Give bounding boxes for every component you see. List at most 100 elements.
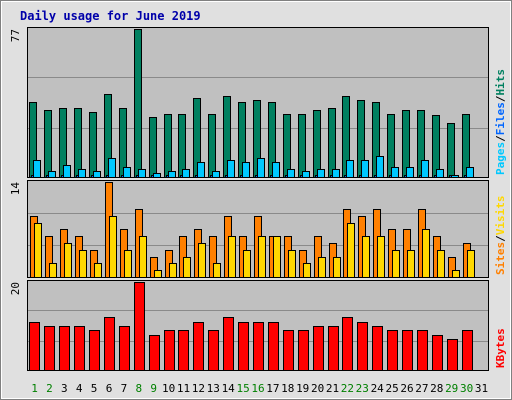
bar-hits-day-11 — [178, 114, 186, 178]
bar-kbytes-day-28 — [432, 335, 443, 371]
x-tick-label-day-5: 5 — [91, 382, 98, 395]
x-tick-label-day-14: 14 — [222, 382, 236, 395]
bar-sites-day-4 — [79, 250, 87, 278]
bar-sites-day-26 — [407, 250, 415, 278]
bar-pages-day-13 — [212, 171, 220, 178]
bar-sites-day-10 — [169, 263, 177, 278]
bar-sites-day-2 — [49, 263, 57, 278]
x-tick-label-day-16: 16 — [251, 382, 264, 395]
visits_panel-legend: Sites/Visits — [494, 196, 507, 276]
x-tick-label-day-12: 12 — [192, 382, 205, 395]
bar-sites-day-7 — [124, 250, 132, 278]
x-tick-label-day-6: 6 — [106, 382, 113, 395]
x-tick-label-day-25: 25 — [385, 382, 398, 395]
bar-hits-day-13 — [208, 114, 216, 178]
x-tick-label-day-10: 10 — [162, 382, 175, 395]
bar-pages-day-12 — [197, 162, 205, 178]
x-tick-label-day-2: 2 — [46, 382, 53, 395]
bar-kbytes-day-6 — [104, 317, 115, 371]
bar-pages-day-9 — [153, 173, 161, 178]
bar-kbytes-day-1 — [29, 322, 40, 371]
bar-sites-day-29 — [452, 270, 460, 278]
x-tick-label-day-9: 9 — [150, 382, 157, 395]
bar-hits-day-28 — [432, 115, 440, 178]
legend-entry: Visits — [494, 196, 507, 236]
bar-pages-day-4 — [78, 169, 86, 178]
bar-sites-day-18 — [288, 250, 296, 278]
bar-sites-day-23 — [362, 236, 370, 278]
bar-pages-day-15 — [242, 162, 250, 178]
bar-pages-day-18 — [287, 169, 295, 178]
bar-sites-day-13 — [213, 263, 221, 278]
bar-kbytes-day-8 — [134, 282, 145, 371]
bar-pages-day-7 — [123, 167, 131, 178]
bar-kbytes-day-18 — [283, 330, 294, 371]
x-tick-label-day-3: 3 — [61, 382, 68, 395]
bar-pages-day-22 — [346, 160, 354, 178]
bar-sites-day-15 — [243, 250, 251, 278]
bar-pages-day-19 — [302, 171, 310, 178]
bar-kbytes-day-3 — [59, 326, 70, 371]
bar-kbytes-day-27 — [417, 330, 428, 371]
bar-sites-day-20 — [318, 257, 326, 278]
bar-kbytes-day-25 — [387, 330, 398, 371]
x-tick-label-day-15: 15 — [236, 382, 249, 395]
bar-pages-day-29 — [451, 175, 459, 178]
bar-kbytes-day-10 — [164, 330, 175, 371]
bar-pages-day-3 — [63, 165, 71, 178]
bar-kbytes-day-7 — [119, 326, 130, 371]
bar-hits-day-29 — [447, 123, 455, 178]
legend-entry: / — [494, 135, 507, 142]
bar-kbytes-day-15 — [238, 322, 249, 371]
bar-hits-day-8 — [134, 29, 142, 178]
bar-pages-day-28 — [436, 169, 444, 178]
x-tick-label-day-8: 8 — [135, 382, 142, 395]
bar-kbytes-day-30 — [462, 330, 473, 371]
x-tick-label-day-29: 29 — [445, 382, 458, 395]
bar-pages-day-23 — [361, 160, 369, 178]
bar-sites-day-17 — [273, 236, 281, 278]
bar-hits-day-4 — [74, 108, 82, 178]
bar-kbytes-day-5 — [89, 330, 100, 371]
x-tick-label-day-11: 11 — [177, 382, 190, 395]
x-tick-label-day-31: 31 — [475, 382, 488, 395]
bar-sites-day-28 — [437, 250, 445, 278]
bar-kbytes-day-29 — [447, 339, 458, 371]
bar-pages-day-17 — [272, 162, 280, 178]
bar-pages-day-2 — [48, 171, 56, 178]
bar-kbytes-day-4 — [74, 326, 85, 371]
bar-sites-day-24 — [377, 236, 385, 278]
bar-kbytes-day-23 — [357, 322, 368, 371]
bar-hits-day-9 — [149, 117, 157, 178]
legend-entry: Files — [494, 102, 507, 135]
legend-entry: / — [494, 95, 507, 102]
legend-entry: Pages — [494, 142, 507, 175]
bar-kbytes-day-16 — [253, 322, 264, 371]
bar-sites-day-30 — [467, 250, 475, 278]
bar-pages-day-6 — [108, 158, 116, 178]
bar-sites-day-27 — [422, 229, 430, 278]
legend-entry: Sites — [494, 242, 507, 275]
bar-sites-day-16 — [258, 236, 266, 278]
bar-kbytes-day-12 — [193, 322, 204, 371]
x-tick-label-day-19: 19 — [296, 382, 309, 395]
x-tick-label-day-26: 26 — [400, 382, 413, 395]
bar-hits-day-5 — [89, 112, 97, 178]
bar-hits-day-2 — [44, 110, 52, 178]
bar-kbytes-day-2 — [44, 326, 55, 371]
x-tick-label-day-20: 20 — [311, 382, 324, 395]
x-tick-label-day-23: 23 — [356, 382, 369, 395]
x-tick-label-day-4: 4 — [76, 382, 83, 395]
bar-hits-day-18 — [283, 114, 291, 178]
x-tick-label-day-21: 21 — [326, 382, 339, 395]
bar-sites-day-22 — [347, 223, 355, 278]
bar-hits-day-20 — [313, 110, 321, 178]
bar-pages-day-16 — [257, 158, 265, 178]
kbytes_panel-ytick-label: 20 — [9, 282, 22, 295]
bar-sites-day-1 — [34, 223, 42, 278]
bar-kbytes-day-17 — [268, 322, 279, 371]
x-tick-label-day-22: 22 — [341, 382, 354, 395]
